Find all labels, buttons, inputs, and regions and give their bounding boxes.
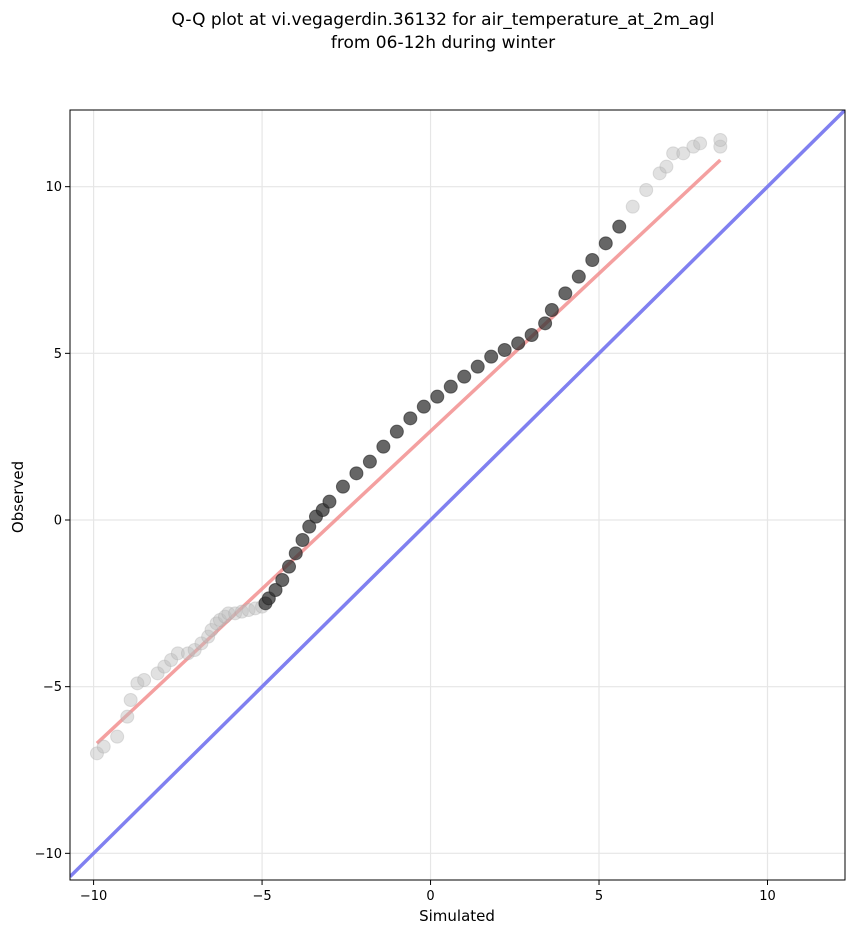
y-axis-ticks: −10 −5 0 5 10 — [35, 180, 70, 862]
quantile-point — [639, 183, 654, 197]
grid — [70, 110, 845, 880]
quantile-points — [89, 133, 728, 761]
quantile-point — [187, 643, 202, 657]
quantile-point — [376, 439, 391, 454]
quantile-point — [228, 606, 243, 621]
quantile-point — [212, 613, 227, 627]
quantile-point — [234, 604, 249, 619]
quantile-point — [150, 666, 165, 681]
x-tick-label: −5 — [252, 889, 271, 904]
quantile-point — [693, 136, 708, 151]
quantile-point — [625, 199, 640, 214]
quantile-point — [204, 623, 219, 637]
quantile-point — [96, 739, 111, 754]
y-tick-label: 0 — [54, 514, 62, 529]
quantile-point — [218, 609, 232, 624]
quantile-point — [282, 559, 297, 574]
quantile-point — [268, 583, 283, 597]
quantile-point — [470, 359, 485, 374]
chart-title-line-2: from 06-12h during winter — [331, 33, 555, 53]
quantile-point — [416, 399, 431, 414]
quantile-point — [137, 673, 152, 687]
quantile-point — [275, 573, 290, 587]
x-tick-label: 10 — [759, 889, 776, 904]
plot-frame — [69, 109, 846, 881]
quantile-point — [89, 746, 104, 761]
quantile-point — [544, 303, 559, 317]
quantile-point — [110, 729, 125, 744]
quantile-point — [389, 424, 404, 439]
quantile-point — [288, 546, 303, 561]
x-tick-label: −10 — [80, 889, 107, 904]
reference-lines — [70, 110, 845, 878]
quantile-point — [349, 466, 364, 481]
quantile-point — [558, 286, 573, 301]
quantile-point — [130, 676, 145, 691]
quantile-point — [170, 646, 185, 661]
quantile-point — [241, 603, 256, 617]
x-tick-label: 5 — [595, 889, 603, 904]
y-tick-label: −10 — [35, 847, 62, 862]
quantile-point — [403, 411, 418, 426]
quantile-point — [295, 533, 310, 547]
quantile-point — [209, 616, 224, 631]
y-tick-label: 10 — [45, 180, 62, 195]
quantile-point — [612, 219, 627, 234]
quantile-point — [571, 269, 586, 284]
quantile-point — [201, 629, 216, 644]
quantile-point — [120, 709, 135, 724]
quantile-point — [713, 139, 728, 154]
quantile-point — [335, 479, 350, 494]
quantile-point — [713, 133, 728, 147]
quantile-point — [194, 636, 209, 651]
y-tick-label: −5 — [43, 680, 62, 695]
quantile-point — [180, 646, 195, 661]
quantile-point — [585, 253, 600, 267]
quantile-point — [659, 159, 674, 174]
quantile-point — [457, 369, 472, 384]
x-axis-ticks: −10 −5 0 5 10 — [80, 880, 776, 904]
quantile-point — [666, 146, 681, 161]
quantile-point — [484, 349, 499, 364]
quantile-point — [652, 166, 667, 181]
quantile-point — [497, 343, 512, 357]
quantile-point — [524, 328, 539, 342]
quantile-point — [221, 606, 236, 621]
quantile-point — [362, 454, 377, 469]
x-axis-label: Simulated — [419, 907, 495, 925]
y-axis-label: Observed — [9, 461, 27, 533]
quantile-point — [538, 316, 553, 331]
quantile-point — [676, 146, 691, 161]
x-tick-label: 0 — [426, 889, 434, 904]
quantile-point — [430, 389, 445, 404]
quantile-point — [322, 494, 337, 509]
chart-title-line-1: Q-Q plot at vi.vegagerdin.36132 for air_… — [171, 10, 714, 30]
quantile-point — [157, 659, 172, 674]
quantile-point — [443, 379, 458, 394]
quantile-point — [511, 336, 526, 351]
fit-line — [95, 158, 722, 745]
quantile-point — [164, 653, 179, 667]
identity-line — [70, 110, 845, 878]
quantile-point — [123, 693, 138, 707]
quantile-point — [686, 139, 701, 154]
quantile-point — [302, 519, 317, 534]
quantile-point — [598, 236, 613, 251]
y-tick-label: 5 — [54, 347, 62, 362]
